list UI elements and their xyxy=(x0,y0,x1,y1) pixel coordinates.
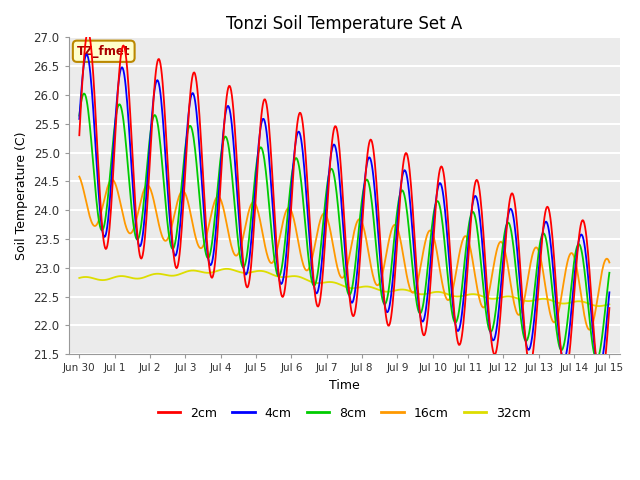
Line: 8cm: 8cm xyxy=(79,94,609,360)
16cm xyxy=(221,214,229,220)
32cm xyxy=(595,303,603,309)
8cm xyxy=(194,177,202,183)
32cm xyxy=(193,268,201,274)
2cm xyxy=(425,302,433,308)
4cm xyxy=(410,239,417,245)
32cm xyxy=(221,266,229,272)
8cm xyxy=(222,134,230,140)
Legend: 2cm, 4cm, 8cm, 16cm, 32cm: 2cm, 4cm, 8cm, 16cm, 32cm xyxy=(153,402,536,424)
8cm xyxy=(76,113,83,119)
4cm xyxy=(76,116,83,122)
4cm xyxy=(83,51,90,57)
32cm xyxy=(76,275,83,281)
8cm xyxy=(140,195,148,201)
16cm xyxy=(605,260,613,265)
2cm xyxy=(76,132,83,138)
Text: TZ_fmet: TZ_fmet xyxy=(77,45,131,58)
32cm xyxy=(85,275,93,280)
32cm xyxy=(605,301,613,307)
2cm xyxy=(140,242,148,248)
4cm xyxy=(595,366,603,372)
X-axis label: Time: Time xyxy=(329,379,360,392)
2cm xyxy=(84,29,92,35)
8cm xyxy=(605,270,613,276)
32cm xyxy=(140,275,147,280)
4cm xyxy=(194,126,202,132)
Title: Tonzi Soil Temperature Set A: Tonzi Soil Temperature Set A xyxy=(226,15,463,33)
4cm xyxy=(222,108,230,113)
8cm xyxy=(86,120,93,126)
4cm xyxy=(605,289,613,295)
2cm xyxy=(222,100,230,106)
32cm xyxy=(223,266,230,272)
8cm xyxy=(593,357,601,362)
16cm xyxy=(76,174,83,180)
16cm xyxy=(193,240,201,246)
2cm xyxy=(596,381,604,386)
2cm xyxy=(605,305,613,311)
16cm xyxy=(85,211,93,216)
8cm xyxy=(80,91,88,96)
8cm xyxy=(425,254,433,260)
16cm xyxy=(409,290,417,296)
Line: 2cm: 2cm xyxy=(79,32,609,384)
2cm xyxy=(86,34,93,39)
16cm xyxy=(424,230,432,236)
4cm xyxy=(140,219,148,225)
32cm xyxy=(410,289,417,295)
32cm xyxy=(425,290,433,296)
16cm xyxy=(586,327,593,333)
16cm xyxy=(140,188,147,194)
Line: 32cm: 32cm xyxy=(79,269,609,306)
4cm xyxy=(86,64,93,70)
8cm xyxy=(410,272,417,278)
2cm xyxy=(194,94,202,99)
2cm xyxy=(410,214,417,220)
Line: 16cm: 16cm xyxy=(79,177,609,330)
Y-axis label: Soil Temperature (C): Soil Temperature (C) xyxy=(15,132,28,260)
Line: 4cm: 4cm xyxy=(79,54,609,369)
4cm xyxy=(425,279,433,285)
